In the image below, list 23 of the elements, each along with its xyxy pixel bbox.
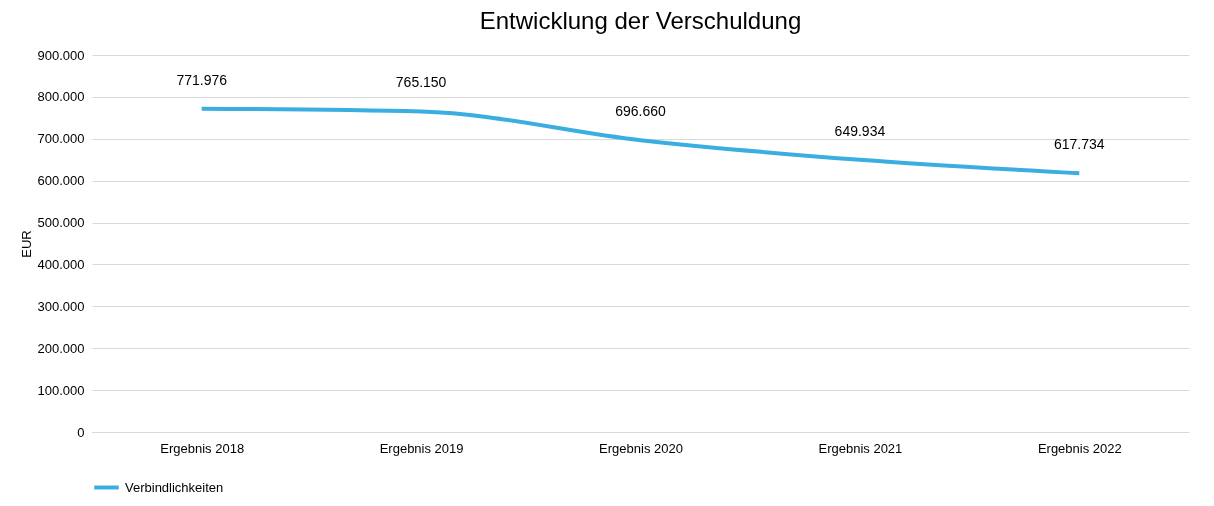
- x-tick-label: Ergebnis 2021: [818, 440, 903, 456]
- y-tick-label: 800.000: [37, 89, 85, 105]
- y-tick-label: 300.000: [37, 298, 85, 314]
- y-tick-label: 400.000: [37, 256, 85, 272]
- legend-label: Verbindlichkeiten: [125, 479, 224, 495]
- data-label: 617.734: [1054, 136, 1105, 153]
- y-tick-label: 500.000: [37, 215, 85, 231]
- y-tick-label: 100.000: [37, 382, 85, 398]
- data-label: 649.934: [834, 122, 886, 139]
- x-tick-label: Ergebnis 2020: [599, 440, 683, 456]
- x-tick-label: Ergebnis 2022: [1037, 440, 1122, 456]
- y-axis-title: EUR: [18, 230, 34, 258]
- x-tick-label: Ergebnis 2018: [160, 440, 245, 456]
- x-tick-label: Ergebnis 2019: [379, 440, 464, 456]
- y-tick-label: 900.000: [37, 47, 85, 63]
- chart-title: Entwicklung der Verschuldung: [479, 7, 802, 34]
- y-tick-label: 0: [77, 424, 85, 440]
- data-label: 765.150: [395, 74, 447, 91]
- y-tick-label: 600.000: [37, 173, 85, 189]
- y-tick-label: 700.000: [37, 131, 85, 147]
- data-label: 696.660: [615, 103, 667, 120]
- data-label: 771.976: [176, 71, 228, 88]
- y-tick-label: 200.000: [37, 340, 85, 356]
